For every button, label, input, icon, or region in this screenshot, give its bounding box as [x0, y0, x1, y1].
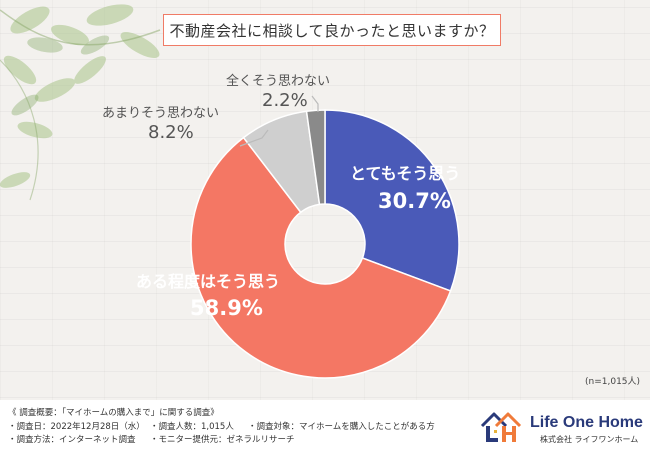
slice-label-1: とてもそう思う [350, 164, 461, 183]
title-box: 不動産会社に相談して良かったと思いますか？ [163, 14, 501, 46]
survey-count: ・調査人数：1,015人 [150, 422, 234, 432]
chart-title: 不動産会社に相談して良かったと思いますか？ [169, 21, 495, 40]
slice-label-2: ある程度はそう思う [136, 272, 281, 291]
survey-date: ・調査日：2022年12月28日（水） [8, 422, 145, 432]
leader-line-3 [239, 129, 269, 147]
slice-value-4: 2.2% [262, 90, 308, 111]
logo-company: 株式会社 ライフワンホーム [540, 435, 639, 444]
logo-name: Life One Home [530, 414, 643, 431]
survey-provider: ・モニター提供元：ゼネラルリサーチ [150, 435, 295, 445]
survey-target: ・調査対象：マイホームを購入したことがある方 [248, 422, 435, 432]
slice-1 [324, 109, 460, 292]
survey-method: ・調査方法：インターネット調査 [8, 435, 136, 445]
slice-2 [190, 136, 452, 379]
slice-value-3: 8.2% [148, 122, 194, 143]
slice-4 [305, 109, 326, 206]
house-lh-icon [480, 412, 522, 442]
sample-note: (n=1,015人) [585, 377, 641, 387]
slice-value-2: 58.9% [190, 296, 263, 320]
slice-label-3: あまりそう思わない [102, 106, 220, 121]
footer [0, 400, 650, 450]
survey-outline: 《 調査概要：「マイホームの購入まで」に関する調査》 [8, 408, 219, 418]
slice-label-4: 全くそう思わない [226, 74, 331, 89]
leader-line-4 [311, 95, 319, 112]
slice-value-1: 30.7% [378, 189, 451, 213]
leaves-icon [0, 4, 161, 201]
logo: Life One Home 株式会社 ライフワンホーム [478, 408, 648, 446]
